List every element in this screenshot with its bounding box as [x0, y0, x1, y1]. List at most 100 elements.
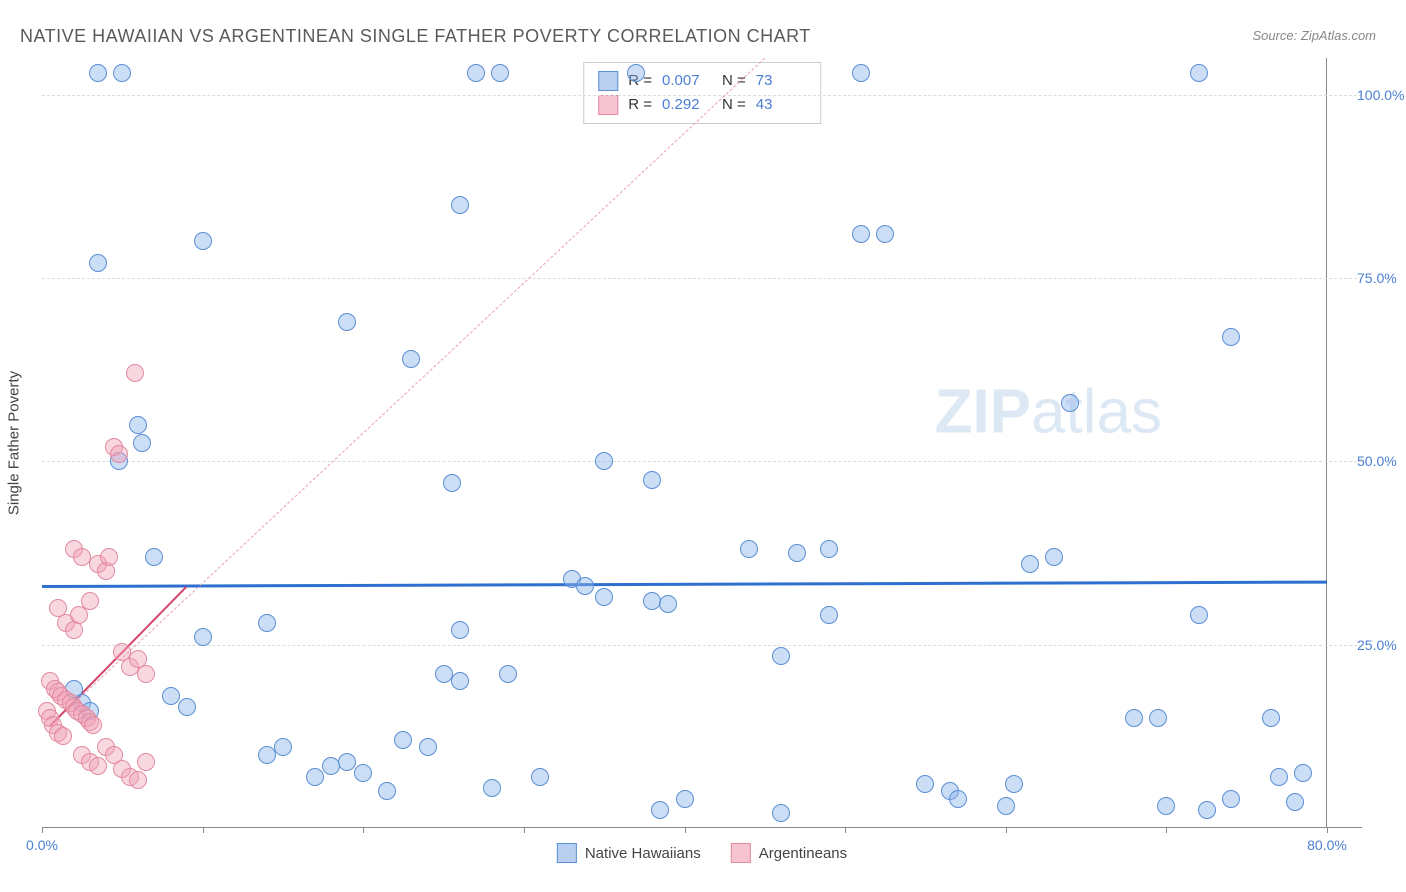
gridline-horizontal	[42, 95, 1362, 96]
data-point	[100, 548, 118, 566]
data-point	[338, 753, 356, 771]
data-point	[338, 313, 356, 331]
data-point	[997, 797, 1015, 815]
data-point	[451, 672, 469, 690]
data-point	[1021, 555, 1039, 573]
data-point	[1045, 548, 1063, 566]
data-point	[820, 540, 838, 558]
data-point	[1149, 709, 1167, 727]
legend-series-label: Argentineans	[759, 845, 847, 862]
data-point	[772, 647, 790, 665]
data-point	[740, 540, 758, 558]
data-point	[491, 64, 509, 82]
data-point	[876, 225, 894, 243]
legend-swatch	[557, 843, 577, 863]
data-point	[110, 445, 128, 463]
data-point	[788, 544, 806, 562]
data-point	[651, 801, 669, 819]
data-point	[643, 592, 661, 610]
data-point	[1270, 768, 1288, 786]
data-point	[137, 665, 155, 683]
data-point	[1125, 709, 1143, 727]
data-point	[1190, 606, 1208, 624]
x-tick	[42, 827, 43, 833]
watermark-light: atlas	[1031, 377, 1162, 446]
y-tick-label: 50.0%	[1357, 453, 1406, 469]
data-point	[89, 64, 107, 82]
source-attribution: Source: ZipAtlas.com	[1252, 28, 1376, 43]
data-point	[258, 614, 276, 632]
data-point	[84, 716, 102, 734]
data-point	[126, 364, 144, 382]
data-point	[194, 628, 212, 646]
data-point	[394, 731, 412, 749]
data-point	[81, 592, 99, 610]
stat-n-label: N =	[722, 69, 746, 93]
stat-r-label: R =	[628, 93, 652, 117]
stat-n-label: N =	[722, 93, 746, 117]
data-point	[676, 790, 694, 808]
legend-swatch	[598, 71, 618, 91]
data-point	[1222, 790, 1240, 808]
legend-series-label: Native Hawaiians	[585, 845, 701, 862]
x-tick	[1327, 827, 1328, 833]
legend-series: Native Hawaiians Argentineans	[557, 843, 847, 863]
data-point	[451, 621, 469, 639]
data-point	[178, 698, 196, 716]
data-point	[852, 225, 870, 243]
watermark-bold: ZIP	[935, 377, 1031, 446]
data-point	[576, 577, 594, 595]
data-point	[194, 232, 212, 250]
y-axis-line	[1326, 58, 1327, 827]
data-point	[483, 779, 501, 797]
data-point	[378, 782, 396, 800]
legend-series-item: Native Hawaiians	[557, 843, 701, 863]
watermark: ZIPatlas	[935, 376, 1162, 447]
data-point	[133, 434, 151, 452]
data-point	[89, 757, 107, 775]
stat-r-value: 0.007	[662, 69, 712, 93]
x-tick	[845, 827, 846, 833]
data-point	[354, 764, 372, 782]
x-tick	[524, 827, 525, 833]
data-point	[443, 474, 461, 492]
data-point	[451, 196, 469, 214]
data-point	[1294, 764, 1312, 782]
x-tick-label: 80.0%	[1307, 837, 1347, 853]
data-point	[916, 775, 934, 793]
legend-series-item: Argentineans	[731, 843, 847, 863]
data-point	[1286, 793, 1304, 811]
gridline-horizontal	[42, 278, 1362, 279]
data-point	[113, 64, 131, 82]
data-point	[70, 606, 88, 624]
data-point	[772, 804, 790, 822]
x-tick	[1166, 827, 1167, 833]
data-point	[137, 753, 155, 771]
data-point	[274, 738, 292, 756]
x-tick	[203, 827, 204, 833]
data-point	[1005, 775, 1023, 793]
gridline-horizontal	[42, 461, 1362, 462]
data-point	[499, 665, 517, 683]
gridline-horizontal	[42, 645, 1362, 646]
data-point	[1262, 709, 1280, 727]
data-point	[627, 64, 645, 82]
data-point	[129, 771, 147, 789]
y-tick-label: 25.0%	[1357, 637, 1406, 653]
data-point	[1061, 394, 1079, 412]
x-tick	[1006, 827, 1007, 833]
data-point	[1222, 328, 1240, 346]
data-point	[419, 738, 437, 756]
data-point	[129, 416, 147, 434]
data-point	[595, 588, 613, 606]
data-point	[531, 768, 549, 786]
legend-swatch	[731, 843, 751, 863]
data-point	[1190, 64, 1208, 82]
y-axis-label: Single Father Poverty	[6, 370, 23, 514]
data-point	[1198, 801, 1216, 819]
legend-stats-row: R =0.292N =43	[598, 93, 806, 117]
data-point	[162, 687, 180, 705]
x-tick	[363, 827, 364, 833]
data-point	[467, 64, 485, 82]
x-tick	[685, 827, 686, 833]
